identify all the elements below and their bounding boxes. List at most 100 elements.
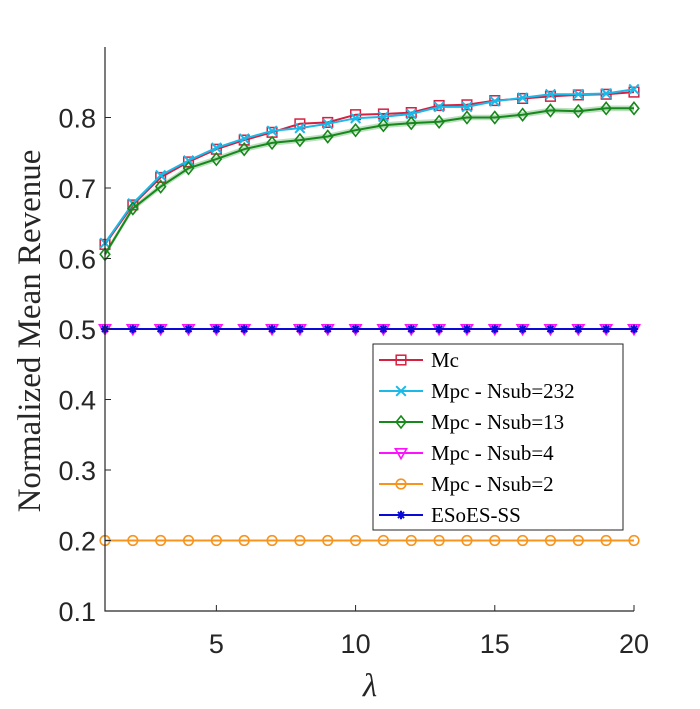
data-point-mpc-nsub-13-2 [127, 201, 139, 216]
legend-box [372, 343, 624, 531]
data-point-mpc-nsub-13-12 [405, 115, 418, 131]
data-point-mpc-nsub-13-8 [294, 132, 306, 148]
legend-label-mpc-nsub-4: Mpc - Nsub=4 [431, 441, 554, 465]
data-point-mpc-nsub-232-17 [544, 88, 556, 100]
y-tick-label-0.3: 0.3 [58, 456, 96, 486]
data-point-mpc-nsub-2-17 [544, 534, 557, 547]
data-point-mpc-nsub-2-7 [266, 534, 278, 547]
data-point-mpc-nsub-2-9 [322, 534, 334, 547]
legend-label-esoes-ss: ESoES-SS [431, 503, 521, 527]
x-tick-label-20: 20 [619, 629, 649, 659]
data-point-mpc-nsub-2-12 [405, 534, 417, 547]
data-point-mpc-nsub-232-7 [266, 125, 278, 137]
series-layer [98, 83, 641, 547]
data-point-mpc-nsub-13-20 [628, 101, 640, 116]
data-point-mpc-nsub-2-3 [155, 534, 167, 547]
data-point-mpc-nsub-13-4 [182, 160, 195, 176]
data-point-esoes-ss-18 [574, 324, 583, 334]
data-point-esoes-ss-13 [434, 324, 444, 334]
legend-marker-mc [395, 354, 407, 366]
legend-label-mpc-nsub-2: Mpc - Nsub=2 [431, 472, 554, 496]
data-point-mpc-nsub-13-7 [266, 135, 278, 151]
data-point-mpc-nsub-13-17 [544, 103, 557, 118]
data-point-mpc-nsub-232-8 [294, 122, 306, 134]
data-point-mpc-nsub-232-4 [183, 154, 195, 167]
legend-item-mpc-nsub-232: Mpc - Nsub=232 [379, 379, 575, 403]
legend-marker-esoes-ss [396, 510, 406, 520]
x-tick-label-15: 15 [480, 629, 510, 659]
data-point-mpc-nsub-2-15 [489, 534, 501, 547]
data-point-esoes-ss-20 [629, 324, 639, 334]
data-point-esoes-ss-7 [267, 324, 277, 334]
data-point-esoes-ss-15 [490, 324, 499, 334]
data-point-mpc-nsub-232-10 [350, 112, 362, 124]
data-point-mpc-nsub-232-11 [377, 111, 389, 123]
legend-item-mpc-nsub-4: Mpc - Nsub=4 [379, 441, 554, 465]
data-point-mc-20 [628, 86, 640, 98]
data-point-mpc-nsub-13-15 [488, 110, 501, 125]
legend-label-mc: Mc [431, 348, 459, 372]
x-tick-label-10: 10 [341, 629, 371, 659]
y-tick-label-0.8: 0.8 [58, 104, 96, 134]
data-point-mpc-nsub-13-13 [433, 114, 445, 130]
data-point-mpc-nsub-2-20 [628, 534, 640, 547]
data-point-mc-13 [433, 99, 445, 112]
data-point-mpc-nsub-232-19 [600, 88, 612, 100]
y-axis-title: Normalized Mean Revenue [12, 150, 48, 513]
data-point-mpc-nsub-232-5 [210, 142, 222, 154]
data-point-esoes-ss-17 [546, 324, 555, 334]
data-point-mpc-nsub-2-16 [517, 534, 529, 547]
data-point-mpc-nsub-13-6 [238, 141, 251, 157]
data-point-mc-17 [544, 90, 557, 102]
legend-marker-mpc-nsub-4 [394, 448, 408, 461]
series-mpc-nsub-13 [99, 101, 640, 262]
y-tick-label-0.7: 0.7 [58, 174, 96, 204]
series-esoes-ss [100, 324, 639, 334]
data-point-mc-14 [461, 99, 473, 111]
data-point-mpc-nsub-2-10 [349, 534, 362, 547]
data-point-esoes-ss-19 [601, 324, 611, 334]
data-point-mpc-nsub-13-19 [600, 101, 612, 116]
data-point-esoes-ss-8 [295, 324, 305, 334]
data-point-mpc-nsub-232-18 [572, 88, 584, 100]
data-point-esoes-ss-14 [462, 324, 472, 334]
data-point-mpc-nsub-232-16 [517, 92, 529, 104]
data-point-esoes-ss-2 [128, 324, 138, 334]
legend-item-mpc-nsub-2: Mpc - Nsub=2 [379, 472, 554, 496]
legend-item-esoes-ss: ESoES-SS [379, 503, 521, 527]
data-point-mpc-nsub-2-8 [294, 534, 306, 547]
y-tick-label-0.1: 0.1 [58, 597, 96, 627]
data-point-mpc-nsub-232-12 [405, 108, 417, 120]
data-point-mpc-nsub-232-9 [322, 118, 334, 130]
data-point-esoes-ss-9 [323, 324, 332, 334]
data-point-mpc-nsub-13-9 [321, 129, 334, 144]
data-point-mpc-nsub-232-20 [628, 83, 640, 95]
data-point-mpc-nsub-13-16 [516, 107, 529, 122]
series-line-mpc-nsub-232 [104, 88, 635, 244]
data-point-esoes-ss-4 [184, 324, 193, 334]
data-point-mpc-nsub-232-13 [433, 101, 445, 113]
data-point-esoes-ss-16 [518, 324, 527, 334]
y-tick-label-0.2: 0.2 [58, 527, 96, 557]
data-point-mpc-nsub-13-3 [154, 179, 167, 194]
legend-label-mpc-nsub-13: Mpc - Nsub=13 [431, 410, 564, 434]
data-point-mpc-nsub-232-15 [489, 95, 501, 107]
data-point-esoes-ss-5 [212, 324, 221, 334]
data-point-mpc-nsub-2-18 [572, 534, 584, 547]
data-point-esoes-ss-11 [379, 324, 388, 334]
data-point-mpc-nsub-232-6 [238, 133, 250, 145]
x-axis-title: λ [362, 668, 377, 704]
y-tick-label-0.5: 0.5 [58, 315, 96, 345]
data-point-mpc-nsub-2-5 [210, 534, 222, 547]
data-point-mpc-nsub-13-5 [210, 151, 223, 167]
series-mpc-nsub-2 [99, 534, 640, 547]
data-point-mpc-nsub-2-19 [600, 534, 612, 547]
legend: Mc Mpc - Nsub=232 Mpc - Nsub=13 Mpc - Nsub=… [372, 343, 624, 531]
axes-layer: 5 10 15 20 0.1 0.2 0.3 0.4 0.5 0.6 0.7 0.8 [58, 47, 649, 659]
data-point-mc-3 [155, 171, 167, 183]
y-tick-label-0.6: 0.6 [58, 245, 96, 275]
data-point-mpc-nsub-2-11 [377, 534, 390, 547]
legend-marker-mpc-nsub-13 [395, 414, 407, 430]
data-point-esoes-ss-3 [156, 324, 165, 334]
legend-item-mc: Mc [379, 348, 459, 372]
